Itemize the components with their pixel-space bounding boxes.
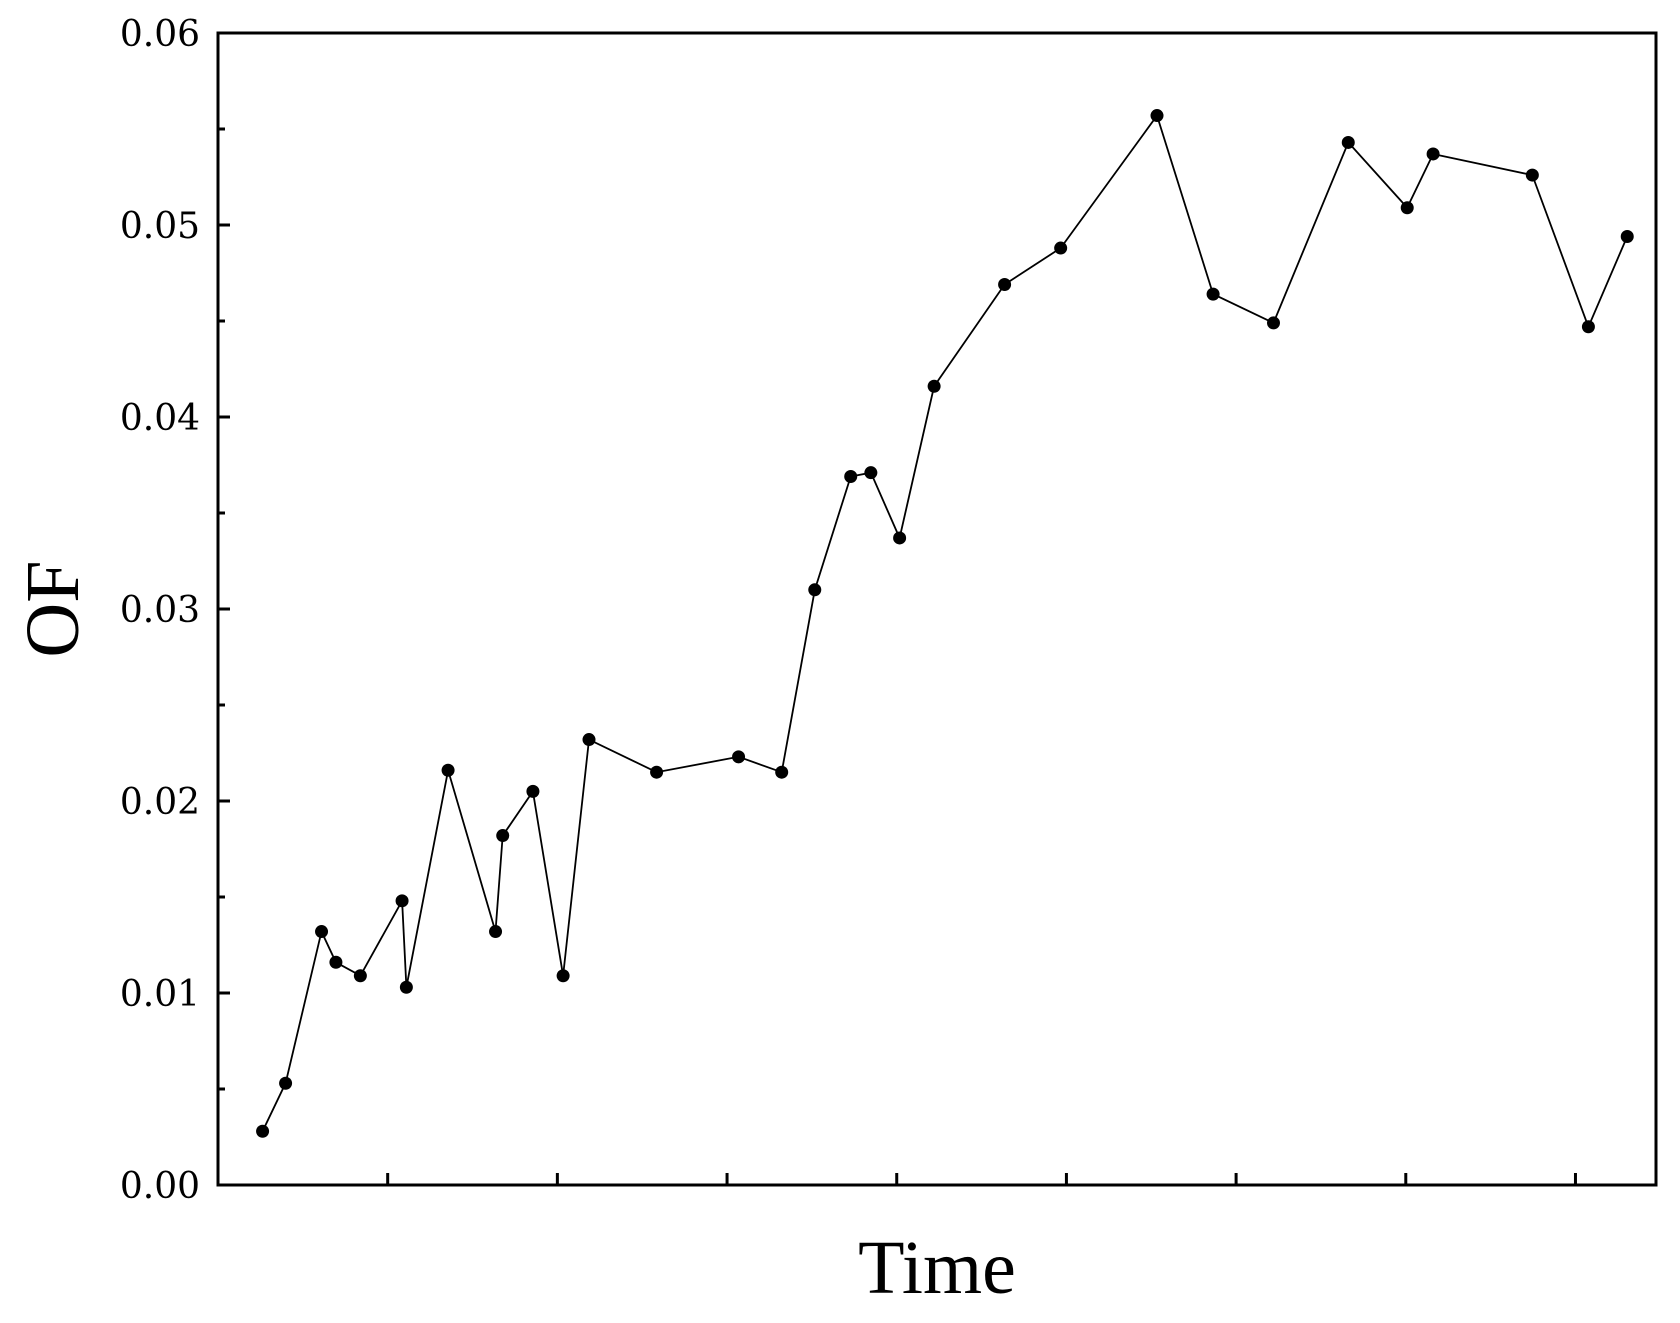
data-point xyxy=(650,765,664,779)
data-point xyxy=(1581,320,1595,334)
y-tick-label: 0.00 xyxy=(120,1166,200,1207)
data-point xyxy=(844,470,858,484)
data-point xyxy=(1206,287,1220,301)
data-point xyxy=(399,980,413,994)
data-point xyxy=(441,763,455,777)
data-point xyxy=(808,583,822,597)
data-point xyxy=(1400,201,1414,215)
y-tick-label: 0.04 xyxy=(120,398,200,439)
data-point xyxy=(582,733,596,747)
data-point xyxy=(1341,135,1355,149)
data-point xyxy=(1150,109,1164,123)
data-point xyxy=(496,829,510,843)
y-tick-label: 0.05 xyxy=(120,206,200,247)
data-point xyxy=(489,925,503,939)
data-point xyxy=(256,1124,270,1138)
data-point xyxy=(353,969,367,983)
data-point xyxy=(775,765,789,779)
y-tick-label: 0.02 xyxy=(120,782,200,823)
data-point xyxy=(1525,168,1539,182)
x-axis xyxy=(386,1173,1577,1185)
y-tick-label: 0.06 xyxy=(120,14,200,55)
data-point xyxy=(1054,241,1068,255)
data-point xyxy=(893,531,907,545)
data-point xyxy=(998,278,1012,292)
data-point xyxy=(526,784,540,798)
series-line xyxy=(261,113,1629,1132)
data-point xyxy=(556,969,570,983)
y-axis: 0.00 0.01 0.02 0.03 0.04 0.05 0.06 xyxy=(120,14,230,1207)
y-tick-label: 0.03 xyxy=(120,590,200,631)
data-points xyxy=(256,109,1634,1138)
y-tick-label: 0.01 xyxy=(120,974,200,1015)
x-axis-title: Time xyxy=(858,1226,1016,1310)
data-point xyxy=(1266,316,1280,330)
data-point xyxy=(1620,230,1634,244)
y-axis-title: OF xyxy=(11,560,95,657)
plot-frame xyxy=(216,31,1658,1187)
data-point xyxy=(927,379,941,393)
data-point xyxy=(279,1076,293,1090)
data-point xyxy=(395,894,409,908)
data-point xyxy=(732,750,746,764)
data-point xyxy=(315,925,329,939)
data-point xyxy=(864,466,878,480)
data-point xyxy=(1426,147,1440,161)
data-point xyxy=(329,955,343,969)
